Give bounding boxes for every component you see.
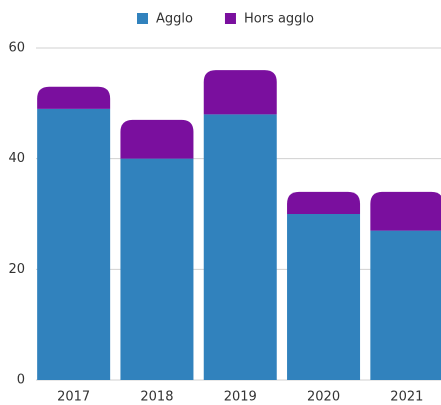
- bar-segment: [370, 191, 441, 231]
- x-tick-label: 2021: [390, 390, 423, 405]
- legend-swatch: [224, 13, 236, 24]
- y-tick-label: 40: [8, 151, 25, 166]
- x-tick-label: 2017: [57, 390, 90, 405]
- y-tick-label: 20: [8, 262, 25, 277]
- bar-segment: [120, 119, 194, 159]
- bar-segment: [37, 108, 111, 380]
- bar-segment: [203, 70, 277, 115]
- x-tick-label: 2020: [307, 390, 340, 405]
- bar-segment: [120, 158, 194, 380]
- legend-label: Hors agglo: [244, 12, 314, 27]
- y-tick-label: 0: [17, 373, 25, 388]
- x-tick-label: 2018: [140, 390, 173, 405]
- x-tick-label: 2019: [224, 390, 257, 405]
- legend-label: Agglo: [156, 12, 193, 27]
- bar-segment: [287, 191, 361, 214]
- bar-segment: [37, 86, 111, 109]
- y-tick-label: 60: [8, 41, 25, 56]
- bar-segment: [370, 230, 441, 380]
- legend-swatch: [137, 13, 148, 24]
- bar-segment: [203, 114, 277, 381]
- bar-segment: [287, 214, 361, 380]
